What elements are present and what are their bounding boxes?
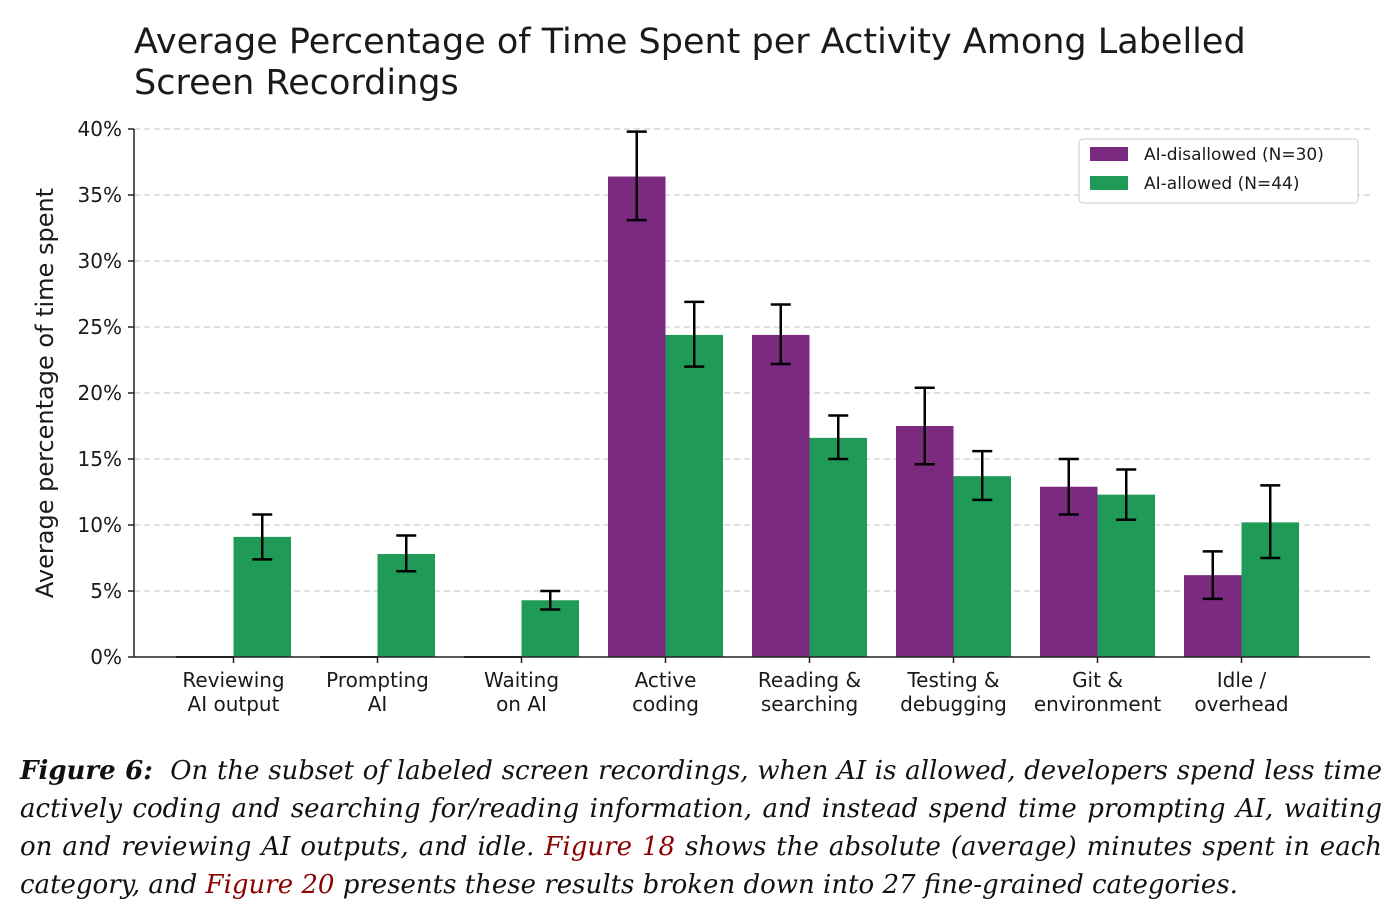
legend: AI-disallowed (N=30) AI-allowed (N=44) (1078, 138, 1359, 204)
x-tick-label: Testing & debugging (900, 668, 1007, 716)
y-tick-label: 20% (78, 381, 122, 405)
y-tick-label: 10% (78, 513, 122, 537)
x-tick-label: Reading & searching (758, 668, 861, 716)
x-tick-label-line: Prompting (326, 668, 429, 692)
legend-frame (1078, 138, 1359, 204)
y-tick-label: 0% (90, 645, 122, 669)
y-tick-label: 30% (78, 249, 122, 273)
legend-label: AI-disallowed (N=30) (1144, 145, 1324, 165)
bar (1097, 494, 1155, 657)
legend-swatch (1090, 176, 1128, 190)
error-bars (252, 130, 1281, 611)
chart-title: Average Percentage of Time Spent per Act… (134, 22, 1246, 103)
bar (953, 476, 1011, 657)
bar (752, 334, 810, 657)
bar (608, 176, 666, 657)
y-tick-label: 5% (90, 579, 122, 603)
x-axis-ticks: Reviewing AI output Prompting AI Waiting on A… (182, 657, 1289, 716)
y-tick-label: 15% (78, 447, 122, 471)
x-tick-label-line: Waiting (484, 668, 559, 692)
x-tick-label: Reviewing AI output (182, 668, 284, 716)
x-tick-label-line: coding (632, 692, 699, 716)
caption-text-1: On the subset of labeled screen recordin… (20, 756, 1383, 862)
x-tick-label-line: Testing & (906, 668, 999, 692)
x-tick-label-line: searching (761, 692, 858, 716)
x-tick-label-line: Active (635, 668, 697, 692)
y-tick-label: 25% (78, 315, 122, 339)
caption-label: Figure 6: (20, 756, 153, 786)
bars (176, 176, 1299, 658)
x-tick-label: Prompting AI (326, 668, 429, 716)
bar (665, 334, 723, 657)
y-tick-label: 35% (78, 183, 122, 207)
x-tick-label-line: debugging (900, 692, 1007, 716)
y-tick-label: 40% (78, 117, 122, 141)
bar-chart: 0% 5% 10% 15% 20% 25% 30% 35% 40% Reviewing AI ou… (31, 117, 1370, 716)
legend-label: AI-allowed (N=44) (1144, 174, 1299, 194)
caption-text-3: presents these results broken down into … (342, 870, 1238, 900)
x-tick-label-line: Idle / (1217, 668, 1267, 692)
legend-swatch (1090, 147, 1128, 161)
caption-link-figure-18[interactable]: Figure 18 (544, 832, 676, 862)
x-tick-label-line: Git & (1072, 668, 1123, 692)
caption-text-2: shows the absolute (average) minutes spe… (20, 832, 1382, 900)
figure-caption: Figure 6: On the subset of labeled scree… (20, 752, 1382, 904)
y-axis-label: Average percentage of time spent (31, 188, 59, 598)
y-axis-ticks: 0% 5% 10% 15% 20% 25% 30% 35% 40% (78, 117, 134, 669)
x-tick-label-line: Reading & (758, 668, 861, 692)
x-tick-label-line: AI (368, 692, 388, 716)
x-tick-label-line: overhead (1194, 692, 1288, 716)
x-tick-label: Waiting on AI (484, 668, 559, 716)
gridlines (134, 128, 1370, 592)
x-tick-label-line: environment (1034, 692, 1162, 716)
x-tick-label-line: AI output (188, 692, 280, 716)
x-tick-label-line: Reviewing (182, 668, 284, 692)
x-tick-label: Git & environment (1034, 668, 1162, 716)
x-tick-label-line: on AI (496, 692, 547, 716)
caption-link-figure-20[interactable]: Figure 20 (205, 870, 335, 900)
x-tick-label: Idle / overhead (1194, 668, 1288, 716)
x-tick-label: Active coding (632, 668, 699, 716)
bar (809, 437, 867, 657)
